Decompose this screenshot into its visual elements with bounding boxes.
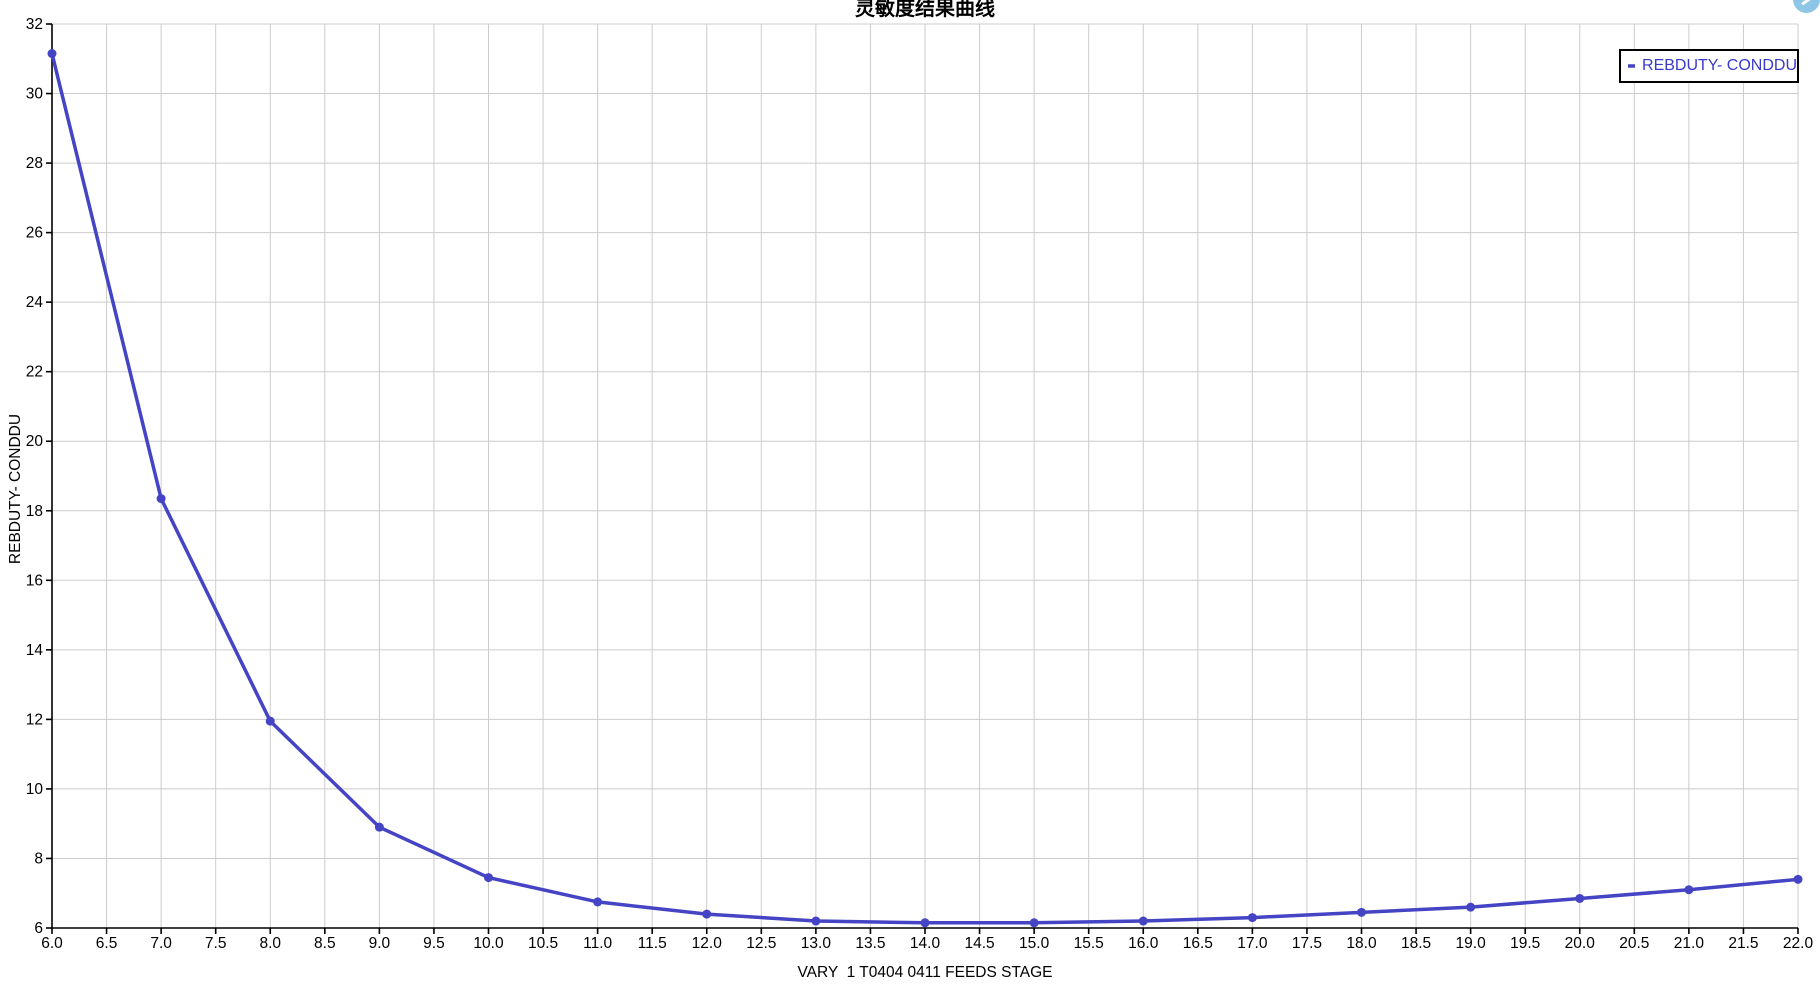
legend-label: REBDUTY- CONDDU	[1642, 57, 1797, 74]
svg-text:10: 10	[26, 781, 44, 798]
svg-text:32: 32	[26, 16, 43, 33]
legend[interactable]: REBDUTY- CONDDU	[1619, 49, 1799, 83]
svg-text:20.5: 20.5	[1619, 935, 1649, 952]
chart-title: 灵敏度结果曲线	[855, 0, 995, 20]
svg-text:21.5: 21.5	[1728, 935, 1758, 952]
svg-text:18: 18	[26, 503, 43, 520]
svg-text:13.5: 13.5	[855, 935, 885, 952]
svg-text:18.5: 18.5	[1401, 935, 1431, 952]
gridlines	[51, 23, 1799, 929]
svg-text:11.5: 11.5	[638, 935, 667, 952]
svg-text:21.0: 21.0	[1674, 935, 1705, 952]
legend-line-marker-icon	[1628, 64, 1636, 68]
svg-text:20.0: 20.0	[1565, 935, 1596, 952]
svg-text:22.0: 22.0	[1783, 935, 1814, 952]
help-icon-glyph	[1801, 0, 1811, 6]
svg-text:16: 16	[26, 572, 43, 589]
svg-text:7.0: 7.0	[150, 935, 172, 952]
svg-text:12.0: 12.0	[692, 935, 723, 952]
x-axis-label: VARY 1 T0404 0411 FEEDS STAGE	[797, 964, 1053, 981]
svg-text:6: 6	[34, 920, 43, 937]
svg-text:26: 26	[26, 225, 43, 242]
svg-text:9.5: 9.5	[423, 935, 445, 952]
svg-text:9.0: 9.0	[369, 935, 391, 952]
x-tick-labels: 6.0 6.5 7.0 7.5 8.0 8.5 9.0 9.5 10.0 10.5 11.0 11.5…	[41, 935, 1813, 952]
svg-text:14.0: 14.0	[910, 935, 941, 952]
svg-text:15.5: 15.5	[1074, 935, 1104, 952]
svg-text:19.5: 19.5	[1510, 935, 1540, 952]
svg-text:13.0: 13.0	[801, 935, 832, 952]
svg-text:30: 30	[26, 86, 44, 103]
svg-text:12.5: 12.5	[746, 935, 776, 952]
svg-text:19.0: 19.0	[1456, 935, 1487, 952]
svg-text:15.0: 15.0	[1019, 935, 1050, 952]
y-tick-labels: 6 8 10 12 14 16 18 20 22 24 26 28 30 32	[26, 16, 44, 937]
svg-text:6.0: 6.0	[41, 935, 63, 952]
svg-text:22: 22	[26, 364, 43, 381]
svg-text:8: 8	[34, 850, 43, 867]
series-markers	[47, 49, 1803, 928]
svg-text:14.5: 14.5	[964, 935, 994, 952]
svg-text:14: 14	[26, 642, 44, 659]
svg-text:7.5: 7.5	[205, 935, 227, 952]
svg-text:8.0: 8.0	[259, 935, 281, 952]
svg-text:16.0: 16.0	[1128, 935, 1159, 952]
svg-text:16.5: 16.5	[1183, 935, 1213, 952]
svg-text:6.5: 6.5	[96, 935, 118, 952]
svg-text:8.5: 8.5	[314, 935, 336, 952]
axes	[46, 23, 1799, 934]
svg-text:24: 24	[26, 294, 44, 311]
svg-text:18.0: 18.0	[1346, 935, 1377, 952]
svg-text:11.0: 11.0	[583, 935, 612, 952]
help-icon[interactable]	[1793, 0, 1820, 13]
svg-text:17.0: 17.0	[1237, 935, 1268, 952]
y-axis-label: REBDUTY- CONDDU	[7, 413, 24, 565]
svg-text:28: 28	[26, 155, 43, 172]
svg-text:20: 20	[26, 433, 44, 450]
svg-text:12: 12	[26, 711, 43, 728]
svg-text:10.5: 10.5	[528, 935, 558, 952]
svg-text:10.0: 10.0	[473, 935, 504, 952]
svg-text:17.5: 17.5	[1292, 935, 1322, 952]
